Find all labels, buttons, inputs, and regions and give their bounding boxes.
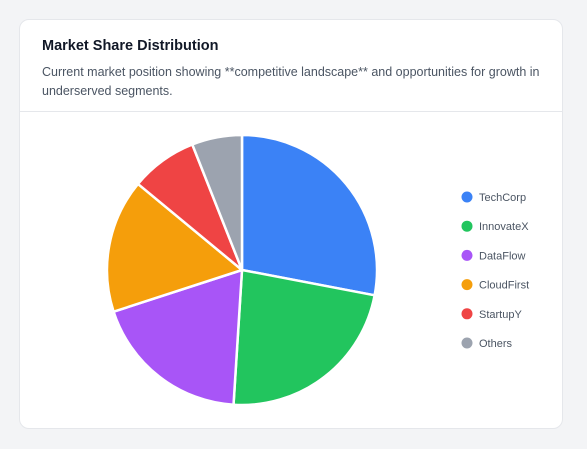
legend-label: DataFlow bbox=[479, 250, 526, 262]
legend-swatch bbox=[461, 249, 473, 261]
legend-swatch bbox=[461, 220, 473, 232]
legend-item-others[interactable]: Others bbox=[461, 337, 513, 351]
legend-swatch bbox=[461, 308, 473, 320]
legend-swatch bbox=[461, 279, 473, 291]
chart-title: Market Share Distribution bbox=[42, 38, 219, 54]
pie-slice-others[interactable] bbox=[191, 133, 244, 272]
legend-label: CloudFirst bbox=[479, 280, 529, 292]
pie-slice-cloudfirst[interactable] bbox=[105, 182, 244, 313]
pie-slice-dataflow[interactable] bbox=[112, 268, 244, 406]
legend-item-innovatex[interactable]: InnovateX bbox=[461, 220, 530, 234]
legend-label: StartupY bbox=[479, 309, 522, 321]
legend-label: Others bbox=[479, 338, 513, 350]
legend-item-startupy[interactable]: StartupY bbox=[461, 308, 523, 321]
card-header: Market Share Distribution Current market… bbox=[20, 20, 562, 112]
legend-item-cloudfirst[interactable]: CloudFirst bbox=[461, 279, 530, 292]
chart-subtitle: Current market position showing **compet… bbox=[42, 65, 540, 98]
legend-swatch bbox=[461, 191, 473, 203]
legend-item-dataflow[interactable]: DataFlow bbox=[461, 249, 526, 263]
legend-label: TechCorp bbox=[479, 192, 526, 204]
legend-label: InnovateX bbox=[479, 221, 529, 233]
pie-slice-techcorp[interactable] bbox=[240, 133, 379, 297]
legend-swatch bbox=[461, 337, 473, 349]
legend-item-techcorp[interactable]: TechCorp bbox=[461, 191, 527, 205]
pie-slice-innovatex[interactable] bbox=[232, 268, 376, 407]
